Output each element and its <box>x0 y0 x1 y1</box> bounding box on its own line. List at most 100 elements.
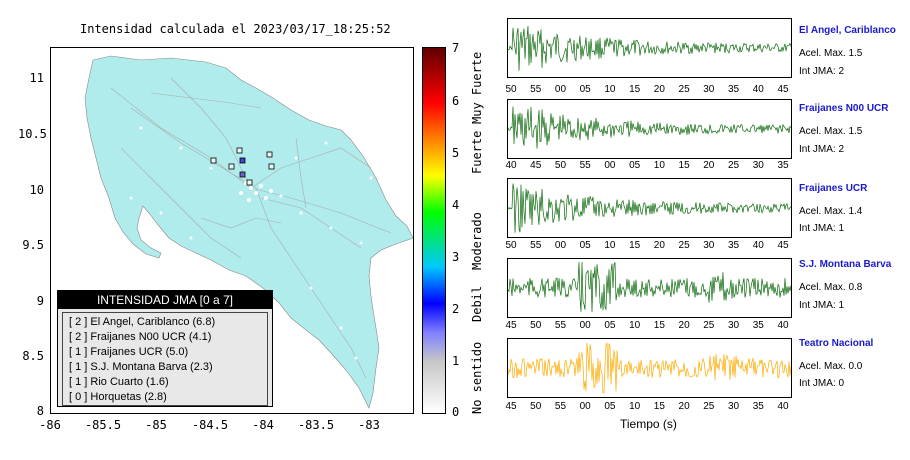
trace-tick-label: 50 <box>530 320 542 331</box>
map-ytick: 8 <box>36 404 44 418</box>
trace-tick-label: 45 <box>505 401 517 412</box>
trace-tick-label: 25 <box>703 320 715 331</box>
trace-tick-label: 10 <box>604 84 616 95</box>
colorbar-label: Debil <box>470 285 484 322</box>
legend-list: [ 2 ] El Angel, Cariblanco (6.8) [ 2 ] F… <box>62 312 268 406</box>
trace-tick-label: 30 <box>703 84 715 95</box>
trace-tick-label: 35 <box>727 240 740 251</box>
colorbar-label: Fuerte <box>470 130 484 174</box>
colorbar-label: Moderado <box>470 212 484 270</box>
trace-tick-label: 25 <box>678 84 690 95</box>
trace-tick-label: 45 <box>777 84 789 95</box>
trace-tick-label: 20 <box>678 401 690 412</box>
trace-tick-label: 15 <box>653 320 665 331</box>
map-ytick: 11 <box>29 71 44 85</box>
country-outline <box>84 55 413 409</box>
trace-tick-label: 35 <box>777 160 789 171</box>
map-ytick: 8.5 <box>22 349 44 363</box>
map-xtick: -83.5 <box>297 418 335 432</box>
trace-tick-label: 30 <box>727 320 740 331</box>
map-title: Intensidad calculada el 2023/03/17_18:25… <box>80 22 391 36</box>
trace-tick-label: 55 <box>530 84 542 95</box>
colorbar-tick: 6 <box>452 94 460 108</box>
trace-tick-label: 45 <box>530 160 542 171</box>
waveform <box>508 106 791 149</box>
trace-tick-label: 15 <box>629 240 641 251</box>
station-name[interactable]: Fraijanes N00 UCR <box>799 103 889 114</box>
trace-tick-label: 30 <box>703 240 715 251</box>
legend-item: [ 0 ] Horquetas (2.8) <box>69 391 167 403</box>
trace-tick-label: 20 <box>653 240 665 251</box>
trace-tick-label: 25 <box>678 240 690 251</box>
trace-tick-label: 40 <box>777 401 789 412</box>
map-ytick: 9.5 <box>22 238 44 252</box>
station-jma: Int JMA: 2 <box>799 144 845 155</box>
station-name[interactable]: El Angel, Cariblanco <box>799 25 896 36</box>
map-xtick: -85 <box>145 418 167 432</box>
trace-tick-label: 20 <box>653 84 665 95</box>
town-markers <box>129 126 373 360</box>
colorbar-tick: 1 <box>452 354 460 368</box>
trace-tick-label: 05 <box>604 320 616 331</box>
legend-header: INTENSIDAD JMA [0 a 7] <box>58 291 272 309</box>
waveform-line <box>508 106 791 149</box>
waveform-line <box>508 183 791 233</box>
trace-tick-label: 40 <box>752 240 764 251</box>
trace-tick-label: 20 <box>678 320 690 331</box>
intensity-colorbar <box>422 47 446 414</box>
legend-item: [ 2 ] El Angel, Cariblanco (6.8) <box>69 316 216 328</box>
trace-tick-label: 50 <box>554 160 567 171</box>
station-acel: Acel. Max. 1.4 <box>799 206 863 217</box>
waveform-line <box>508 262 791 313</box>
map-ytick: 9 <box>36 294 44 308</box>
colorbar-tick: 5 <box>452 146 460 160</box>
trace-tick-label: 55 <box>579 160 591 171</box>
intensity-legend: INTENSIDAD JMA [0 a 7] [ 2 ] El Angel, C… <box>57 290 273 407</box>
trace-tick-label: 40 <box>752 84 764 95</box>
trace-tick-label: 10 <box>629 401 641 412</box>
station-jma: Int JMA: 0 <box>799 378 845 389</box>
seismogram-trace[interactable] <box>507 338 792 398</box>
station-markers[interactable] <box>210 147 275 186</box>
seismogram-trace[interactable] <box>507 258 792 318</box>
trace-tick-label: 15 <box>629 84 641 95</box>
trace-tick-label: 25 <box>727 160 740 171</box>
trace-tick-label: 15 <box>653 401 665 412</box>
trace-tick-label: 00 <box>554 240 567 251</box>
legend-item: [ 1 ] Fraijanes UCR (5.0) <box>69 346 189 358</box>
station-jma: Int JMA: 1 <box>799 223 845 234</box>
seismogram-trace[interactable] <box>507 99 792 159</box>
trace-tick-label: 10 <box>604 240 616 251</box>
trace-tick-label: 20 <box>703 160 715 171</box>
map-xtick: -85.5 <box>84 418 122 432</box>
trace-tick-label: 55 <box>554 320 567 331</box>
waveform <box>508 25 791 71</box>
station-name[interactable]: S.J. Montana Barva <box>799 259 892 270</box>
trace-tick-label: 40 <box>777 320 789 331</box>
map-xtick: -83 <box>358 418 380 432</box>
trace-time-axis: 50 55 00 05 10 15 20 25 30 35 40 45 <box>505 240 790 254</box>
trace-tick-label: 55 <box>530 240 542 251</box>
trace-tick-label: 35 <box>752 401 764 412</box>
trace-tick-label: 00 <box>604 160 616 171</box>
trace-tick-label: 40 <box>505 160 517 171</box>
trace-time-axis: 45 50 55 00 05 10 15 20 25 30 35 40 <box>505 320 790 334</box>
waveform <box>508 262 791 313</box>
time-axis-label: Tiempo (s) <box>620 417 677 431</box>
waveform <box>508 183 791 233</box>
trace-tick-label: 00 <box>554 84 567 95</box>
trace-tick-label: 35 <box>752 320 764 331</box>
station-name[interactable]: Teatro Nacional <box>799 338 874 349</box>
station-acel: Acel. Max. 1.5 <box>799 126 863 137</box>
station-name[interactable]: Fraijanes UCR <box>799 183 868 194</box>
colorbar-label: Muy Fuerte <box>470 51 484 124</box>
trace-tick-label: 45 <box>777 240 789 251</box>
trace-tick-label: 00 <box>579 401 591 412</box>
trace-tick-label: 50 <box>505 240 517 251</box>
trace-tick-label: 30 <box>727 401 740 412</box>
trace-tick-label: 10 <box>653 160 665 171</box>
trace-tick-label: 05 <box>579 84 591 95</box>
waveform-line <box>508 25 791 71</box>
seismogram-trace[interactable] <box>507 18 792 78</box>
seismogram-trace[interactable] <box>507 178 792 238</box>
